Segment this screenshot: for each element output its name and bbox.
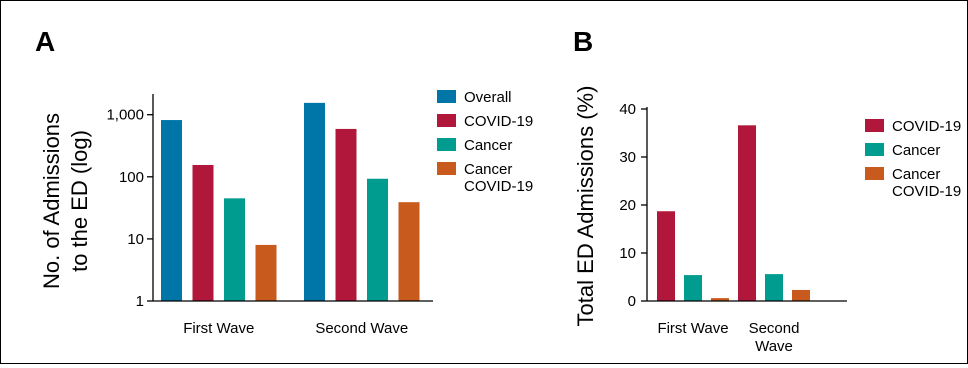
y-tick-label: 40 (619, 101, 636, 118)
x-category-label: Wave (755, 338, 793, 355)
legend-swatch (865, 119, 884, 132)
legend-label: Cancer (892, 166, 940, 183)
panel-letter-a: A (35, 26, 55, 57)
legend-swatch (437, 138, 456, 151)
bar-covid-19-second-wave (335, 128, 357, 301)
y-tick-label: 0 (628, 293, 636, 310)
legend-label: Cancer (464, 161, 512, 178)
legend-label: Cancer (464, 137, 512, 154)
y-tick-label: 10 (619, 245, 636, 262)
x-category-label: Second Wave (315, 320, 408, 337)
bar-cancer-covid-19-first-wave (255, 244, 277, 301)
y-tick-label: 10 (127, 231, 144, 248)
legend-label: COVID-19 (892, 183, 961, 200)
legend-label: COVID-19 (464, 113, 533, 130)
bar-cancer-covid-19-second-wave (792, 289, 810, 301)
y-axis-title: No. of Admissions (39, 113, 64, 289)
x-category-label: First Wave (657, 320, 728, 337)
y-axis-title: Total ED Admissions (%) (573, 86, 598, 327)
panel-a-chart: 1 10 100 1,000 First Wave Second Wave No. of A… (39, 89, 533, 337)
y-tick-label: 1,000 (106, 107, 144, 124)
bar-cancer-second-wave (367, 178, 388, 301)
bar-cancer-covid-19-first-wave (711, 298, 729, 301)
bar-overall-first-wave (161, 120, 182, 301)
y-tick-label: 20 (619, 197, 636, 214)
legend-label: Cancer (892, 142, 940, 159)
bar-cancer-second-wave (765, 274, 783, 301)
bar-covid-19-second-wave (738, 125, 756, 301)
legend-label: COVID-19 (464, 178, 533, 195)
y-axis-title: to the ED (log) (67, 130, 92, 272)
legend-swatch (865, 143, 884, 156)
y-tick-label: 100 (119, 169, 144, 186)
y-tick-label: 1 (136, 293, 144, 310)
legend-swatch (437, 162, 456, 175)
x-category-label: Second (749, 320, 800, 337)
legend-swatch (437, 90, 456, 103)
bar-cancer-first-wave (224, 198, 245, 301)
y-tick-label: 30 (619, 149, 636, 166)
legend-swatch (437, 114, 456, 127)
legend-swatch (865, 167, 884, 180)
bar-covid-19-first-wave (192, 164, 214, 301)
bar-overall-second-wave (304, 102, 325, 301)
legend-label: COVID-19 (892, 118, 961, 135)
bar-cancer-first-wave (684, 275, 702, 301)
panel-letter-b: B (573, 26, 593, 57)
legend-label: Overall (464, 89, 512, 106)
x-category-label: First Wave (183, 320, 254, 337)
bar-covid-19-first-wave (657, 211, 675, 301)
bar-cancer-covid-19-second-wave (398, 202, 420, 301)
